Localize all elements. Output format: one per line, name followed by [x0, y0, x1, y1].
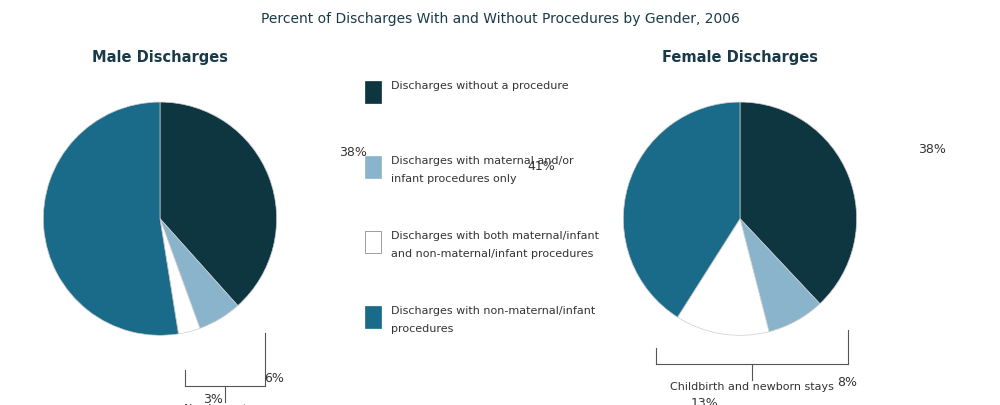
Text: infant procedures only: infant procedures only — [391, 174, 517, 184]
Text: Discharges with both maternal/infant: Discharges with both maternal/infant — [391, 231, 599, 241]
Text: 8%: 8% — [837, 376, 857, 389]
Text: 13%: 13% — [691, 396, 719, 405]
Text: procedures: procedures — [391, 324, 453, 334]
Text: 3%: 3% — [203, 393, 223, 405]
Text: Childbirth and newborn stays: Childbirth and newborn stays — [670, 382, 834, 392]
Wedge shape — [623, 102, 740, 317]
Text: Percent of Discharges With and Without Procedures by Gender, 2006: Percent of Discharges With and Without P… — [261, 12, 739, 26]
Text: Discharges without a procedure: Discharges without a procedure — [391, 81, 569, 91]
Wedge shape — [678, 219, 769, 335]
Text: 38%: 38% — [339, 145, 367, 159]
Text: and non-maternal/infant procedures: and non-maternal/infant procedures — [391, 249, 593, 259]
Text: 41%: 41% — [528, 160, 556, 173]
Wedge shape — [160, 102, 277, 306]
Title: Male Discharges: Male Discharges — [92, 50, 228, 65]
Text: 6%: 6% — [264, 372, 284, 385]
Text: Discharges with non-maternal/infant: Discharges with non-maternal/infant — [391, 306, 595, 316]
Wedge shape — [740, 219, 820, 332]
Wedge shape — [43, 102, 178, 335]
Title: Female Discharges: Female Discharges — [662, 50, 818, 65]
Wedge shape — [740, 102, 857, 304]
Text: 38%: 38% — [919, 143, 946, 156]
Wedge shape — [160, 219, 238, 328]
Text: Discharges with maternal and/or: Discharges with maternal and/or — [391, 156, 574, 166]
Text: Newborn stays: Newborn stays — [184, 404, 266, 405]
Wedge shape — [160, 219, 200, 334]
